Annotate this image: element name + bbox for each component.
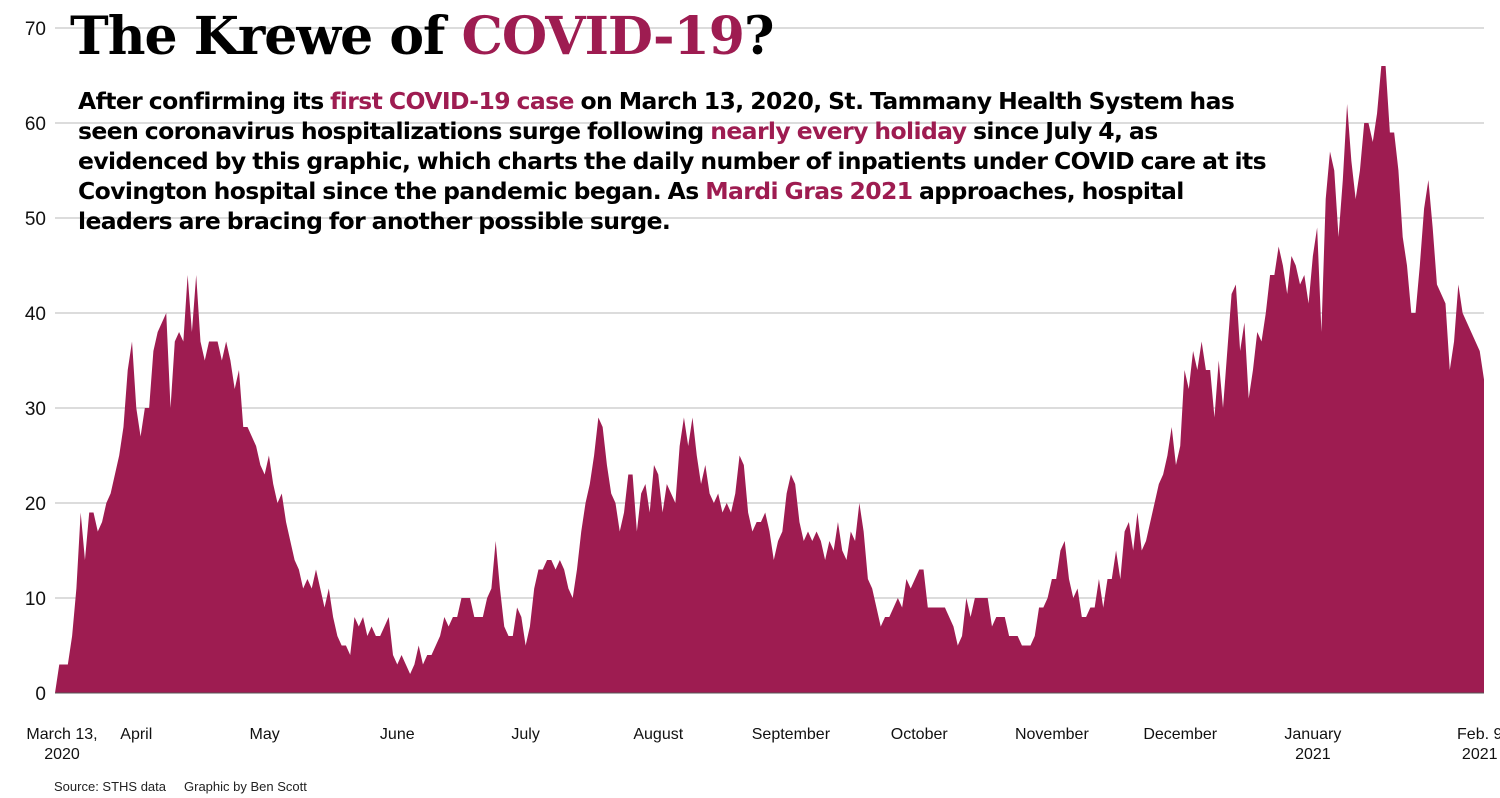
intro-highlight-mardi-gras: Mardi Gras 2021 [705,177,913,205]
credit-note: Graphic by Ben Scott [184,779,307,794]
intro-highlight-holiday: nearly every holiday [710,117,967,145]
x-tick-label: June [380,726,415,743]
source-note: Source: STHS data [54,779,166,794]
y-tick-label: 10 [25,589,46,610]
series-area-inpatients [55,66,1484,693]
y-tick-label: 60 [25,114,46,135]
plot-area [55,66,1484,693]
x-tick-label: September [752,726,831,743]
title-prefix: The Krewe of [70,6,462,67]
y-tick-label: 40 [25,304,46,325]
intro-part-2: on March 13, 2020, St. Tammany Health Sy… [78,87,1235,145]
x-tick-label: October [891,726,949,743]
x-tick-label: November [1015,726,1089,743]
x-tick-label: January [1284,726,1341,743]
intro-part-3: since July 4, as evidenced by this graph… [78,117,1267,205]
x-tick-label: May [250,726,280,743]
x-tick-label: 2021 [1295,746,1331,763]
x-tick-label: 2020 [44,746,80,763]
x-tick-label: August [633,726,683,743]
x-tick-label: April [120,726,152,743]
title-suffix: ? [743,6,774,67]
x-tick-label: December [1143,726,1217,743]
intro-text: After confirming its first COVID-19 case… [78,86,1268,236]
chart-title: The Krewe of COVID-19? [70,6,774,67]
x-tick-label: March 13, [26,726,97,743]
y-tick-label: 0 [35,684,46,705]
title-highlight: COVID-19 [461,6,744,67]
axes: 0 10 20 30 40 50 60 70 March 13, 2020 April May June… [25,19,1500,763]
x-tick-label: July [511,726,539,743]
x-tick-label: 2021 [1462,746,1498,763]
y-tick-label: 70 [25,19,46,40]
intro-part-1: After confirming its [78,87,331,115]
intro-highlight-first-case: first COVID-19 case [330,87,574,115]
chart-footer: Source: STHS data Graphic by Ben Scott [54,779,307,794]
y-tick-label: 50 [25,209,46,230]
x-tick-label: Feb. 9 [1457,726,1500,743]
y-tick-label: 30 [25,399,46,420]
intro-part-4: approaches, hospital leaders are bracing… [78,177,1184,235]
y-tick-label: 20 [25,494,46,515]
